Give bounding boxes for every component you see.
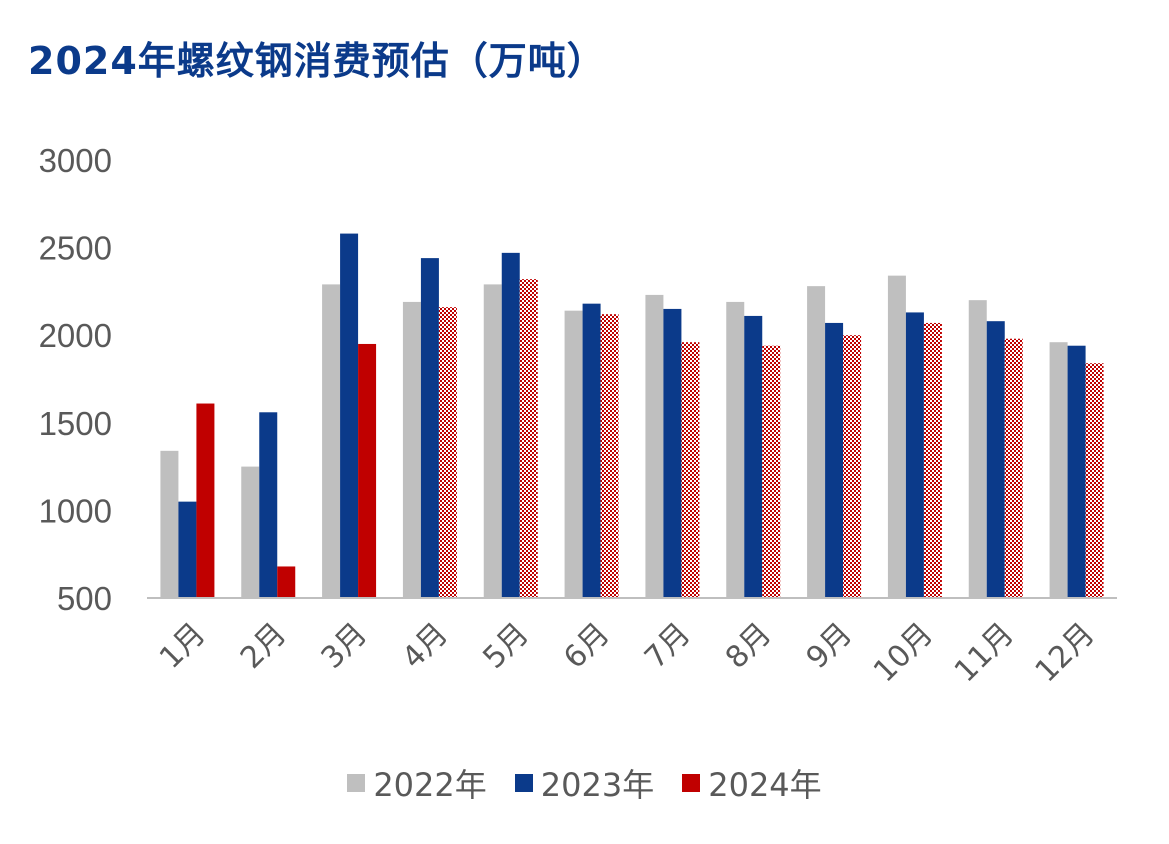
x-category-label: 8月 (719, 616, 778, 675)
bar-2024年-7月 (681, 342, 700, 598)
bar-2024年-4月 (438, 307, 457, 598)
x-category-label: 4月 (396, 616, 455, 675)
chart-title: 2024年螺纹钢消费预估（万吨） (28, 39, 606, 83)
bar-2022年-2月 (241, 466, 260, 598)
bar-2023年-7月 (663, 308, 682, 598)
bar-2023年-3月 (340, 233, 359, 599)
legend-item: 2024年 (682, 760, 822, 806)
bar-2024年-5月 (519, 279, 538, 598)
x-category-label: 7月 (638, 616, 697, 675)
legend: 2022年 2023年 2024年 (0, 760, 1169, 806)
x-category-label: 5月 (476, 616, 535, 675)
x-category-label: 9月 (800, 616, 859, 675)
legend-swatch (347, 774, 366, 792)
x-category-label: 6月 (557, 616, 616, 675)
legend-swatch (682, 774, 701, 792)
bar-2023年-6月 (582, 303, 601, 598)
bar-2023年-5月 (501, 252, 520, 598)
bar-2024年-11月 (1004, 338, 1023, 598)
y-tick-label: 2000 (39, 317, 112, 354)
legend-item: 2022年 (347, 760, 487, 806)
y-tick-label: 3000 (39, 142, 112, 179)
x-axis-category-labels: 1月 2月 3月 4月 5月 6月 7月 8月 9月 10月 11月 12月 (153, 616, 1102, 689)
y-tick-label: 2500 (39, 230, 112, 267)
bar-2024年-8月 (762, 345, 781, 598)
bar-2023年-10月 (905, 312, 924, 598)
bar-2024年-2月 (277, 566, 296, 598)
y-tick-label: 1000 (39, 492, 112, 529)
y-tick-label: 1500 (39, 405, 112, 442)
bar-2023年-2月 (259, 412, 278, 598)
bar-2022年-4月 (402, 301, 421, 598)
x-category-label: 10月 (867, 616, 940, 689)
x-category-label: 1月 (153, 616, 212, 675)
legend-label: 2023年 (540, 766, 655, 804)
bar-2022年-7月 (645, 294, 664, 598)
bar-2024年-10月 (923, 322, 942, 598)
bar-2022年-8月 (726, 301, 745, 598)
bar-2022年-10月 (887, 275, 906, 598)
bar-2022年-12月 (1049, 342, 1068, 598)
bar-2023年-8月 (744, 315, 763, 598)
bar-2022年-11月 (968, 300, 987, 598)
bar-2023年-1月 (178, 501, 197, 598)
bar-2024年-3月 (358, 343, 377, 598)
bar-2022年-6月 (564, 310, 583, 598)
x-category-label: 12月 (1029, 616, 1102, 689)
bar-2022年-3月 (322, 284, 341, 598)
bar-2024年-12月 (1085, 363, 1104, 598)
y-axis-tick-labels: 500 1000 1500 2000 2500 3000 (39, 142, 112, 617)
legend-label: 2024年 (708, 766, 822, 804)
bar-2023年-9月 (825, 322, 844, 598)
bar-2024年-6月 (600, 314, 619, 598)
legend-item: 2023年 (514, 760, 655, 806)
bar-2022年-9月 (807, 286, 826, 598)
legend-swatch (514, 774, 533, 792)
bar-2022年-1月 (160, 450, 179, 598)
y-tick-label: 500 (57, 580, 112, 617)
bar-2024年-1月 (196, 403, 215, 598)
x-category-label: 3月 (315, 616, 374, 675)
bar-2023年-12月 (1067, 345, 1086, 598)
bar-2024年-9月 (843, 335, 862, 598)
bar-2023年-4月 (420, 258, 439, 598)
bar-2022年-5月 (483, 284, 502, 598)
x-category-label: 2月 (234, 616, 293, 675)
x-category-label: 11月 (948, 616, 1021, 689)
bars (160, 233, 1104, 599)
legend-label: 2022年 (373, 766, 487, 804)
bar-2023年-11月 (986, 321, 1005, 598)
